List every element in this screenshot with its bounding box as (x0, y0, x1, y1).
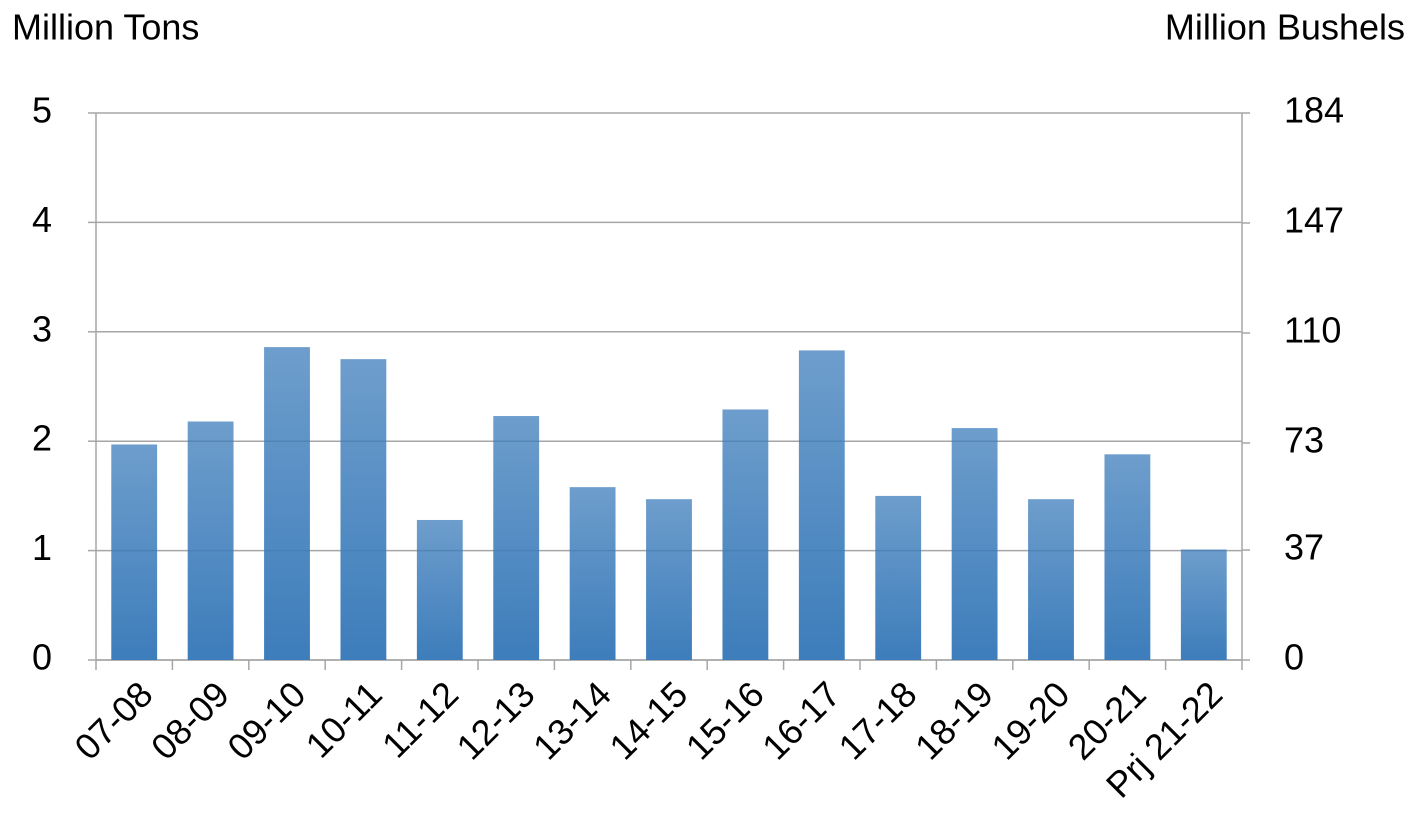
bar (340, 359, 387, 660)
y-tick-label: 3 (32, 308, 52, 349)
y-tick-label: 4 (32, 199, 52, 240)
y2-tick-label: 73 (1284, 419, 1324, 460)
y-tick-label: 5 (32, 90, 52, 131)
bar (416, 519, 463, 660)
bar (264, 347, 310, 660)
x-tick-label: 07-08 (66, 673, 160, 767)
x-tick-label: 17-18 (830, 673, 924, 767)
x-tick-label: 18-19 (907, 673, 1001, 767)
y2-axis-title: Million Bushels (1165, 7, 1405, 48)
bar (1028, 499, 1074, 660)
y-tick-label: 2 (32, 418, 52, 459)
x-tick-label: 09-10 (219, 673, 313, 767)
bar (569, 487, 616, 660)
x-tick-label: 14-15 (601, 673, 695, 767)
bar (798, 350, 845, 660)
bar (646, 499, 692, 660)
x-tick-label: 16-17 (754, 673, 848, 767)
x-tick-label: 13-14 (525, 673, 619, 767)
x-tick-label: 12-13 (448, 673, 542, 767)
bar (722, 409, 769, 660)
bar (1180, 549, 1227, 660)
y2-tick-label: 0 (1284, 637, 1304, 678)
x-tick-label: 15-16 (678, 673, 772, 767)
bar (493, 416, 540, 660)
y2-tick-label: 110 (1284, 310, 1341, 351)
bar (1104, 454, 1151, 660)
bar (111, 444, 158, 660)
bar (187, 421, 234, 660)
y2-tick-label: 147 (1284, 200, 1344, 241)
y2-tick-label: 184 (1284, 90, 1344, 131)
y-tick-label: 0 (32, 637, 52, 678)
x-tick-label: 08-09 (143, 673, 237, 767)
x-tick-label: 10-11 (298, 673, 390, 765)
bar (951, 428, 998, 660)
y-axis-title: Million Tons (12, 7, 199, 48)
x-tick-label: 11-12 (374, 673, 466, 765)
y2-tick-label: 37 (1284, 527, 1324, 568)
y-tick-label: 1 (32, 527, 52, 568)
x-tick-label: 19-20 (983, 673, 1077, 767)
bar (875, 495, 922, 660)
